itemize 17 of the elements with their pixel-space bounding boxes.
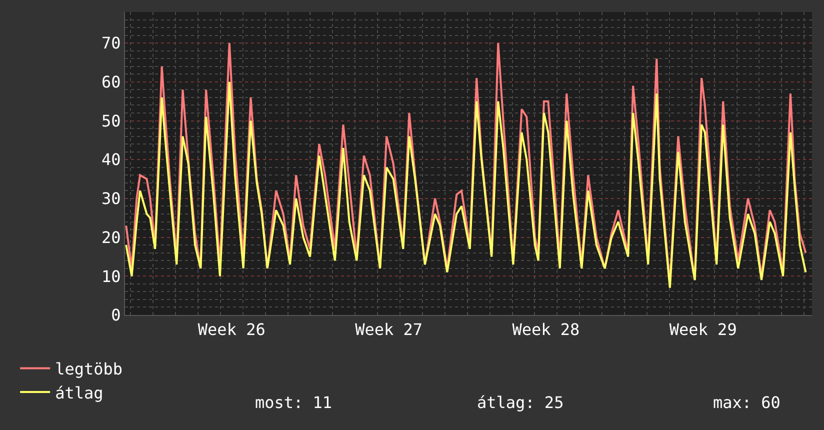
y-tick-label: 10 bbox=[102, 266, 121, 286]
y-tick-label: 50 bbox=[102, 111, 121, 130]
y-tick-label: 70 bbox=[102, 34, 121, 53]
y-tick-label: 20 bbox=[102, 228, 121, 247]
legend-label: legtöbb bbox=[55, 360, 123, 378]
x-tick-label: Week 26 bbox=[198, 320, 266, 340]
x-tick-label: Week 28 bbox=[512, 320, 580, 340]
legend-label: átlag bbox=[55, 383, 104, 402]
x-tick-label: Week 27 bbox=[355, 320, 423, 340]
y-tick-label: 60 bbox=[102, 72, 121, 92]
text: max: 60 bbox=[713, 393, 780, 412]
y-tick-label: 30 bbox=[102, 189, 121, 208]
x-tick-label: Week 29 bbox=[669, 320, 737, 340]
y-tick-label: 40 bbox=[102, 150, 121, 170]
y-tick-label: 0 bbox=[111, 306, 121, 325]
text: most: 11 bbox=[255, 393, 332, 412]
text: átlag: 25 bbox=[477, 393, 564, 412]
